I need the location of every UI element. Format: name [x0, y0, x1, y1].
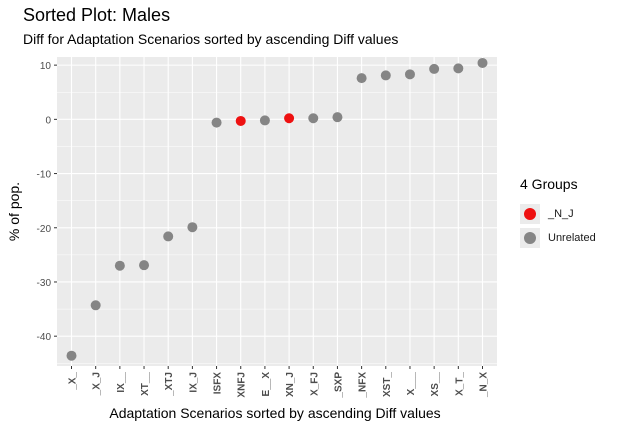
x-tick-label: _X_ — [68, 372, 79, 391]
x-tick-label: _SXP — [333, 372, 344, 399]
data-point — [211, 117, 222, 128]
data-point — [235, 115, 246, 126]
data-point — [90, 300, 101, 311]
data-point — [380, 70, 391, 81]
y-tick-label: -10 — [37, 170, 52, 181]
data-point — [308, 113, 319, 124]
legend-dot-unrelated — [524, 232, 536, 244]
chart-title: Sorted Plot: Males — [23, 5, 171, 25]
x-tick-label: E__X — [261, 372, 272, 397]
x-tick-label: X_FJ — [309, 372, 320, 396]
chart-subtitle: Diff for Adaptation Scenarios sorted by … — [23, 31, 399, 47]
data-point — [163, 231, 174, 242]
data-point — [66, 350, 77, 361]
x-tick-label: ISFX — [213, 372, 224, 395]
x-tick-label: XN_J — [285, 372, 296, 397]
legend-item-n-j: _N_J — [520, 202, 596, 226]
x-tick-label: X_T_ — [454, 372, 465, 396]
plot-panel — [57, 57, 497, 366]
data-point — [139, 260, 150, 271]
data-point — [477, 57, 488, 68]
legend-key — [520, 228, 540, 248]
legend-dot-n-j — [524, 208, 536, 220]
x-tick-label: XS__ — [430, 372, 441, 397]
legend-key — [520, 204, 540, 224]
data-point — [284, 113, 295, 124]
x-tick-label: X___ — [406, 372, 417, 396]
y-axis-title: % of pop. — [6, 182, 22, 241]
x-axis-title: Adaptation Scenarios sorted by ascending… — [109, 405, 441, 421]
y-tick-label: 0 — [45, 115, 51, 126]
x-tick-label: XST_ — [382, 372, 393, 397]
legend-label-unrelated: Unrelated — [548, 232, 596, 244]
y-tick-label: -30 — [37, 278, 52, 289]
x-tick-label: _N_X — [478, 372, 489, 398]
x-tick-label: XNFJ — [237, 372, 248, 398]
x-tick-label: XT__ — [140, 372, 151, 396]
legend-item-unrelated: Unrelated — [520, 226, 596, 250]
x-tick-label: _NFX — [358, 372, 369, 399]
legend-label-n-j: _N_J — [548, 208, 574, 220]
data-point — [332, 112, 343, 123]
x-tick-label: IX__ — [116, 372, 127, 393]
data-point — [187, 222, 198, 233]
data-point — [114, 260, 125, 271]
data-point — [429, 63, 440, 74]
y-tick-label: -20 — [37, 224, 52, 235]
legend: 4 Groups _N_J Unrelated — [520, 176, 596, 250]
data-point — [404, 69, 415, 80]
x-tick-label: _XTJ — [164, 372, 175, 397]
data-point — [356, 73, 367, 84]
x-tick-label: IX_J — [188, 372, 199, 393]
x-tick-label: _X_J — [92, 372, 103, 396]
y-tick-label: -40 — [37, 332, 52, 343]
data-point — [453, 63, 464, 74]
data-point — [259, 115, 270, 126]
legend-title: 4 Groups — [520, 176, 578, 192]
y-tick-label: 10 — [40, 61, 52, 72]
